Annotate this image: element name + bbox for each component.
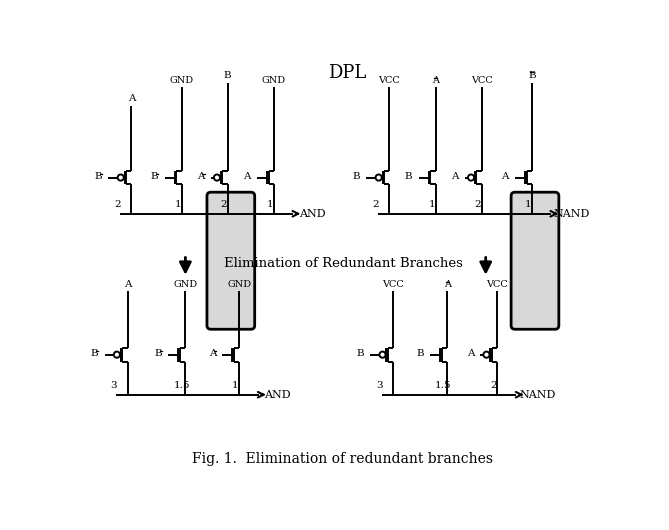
Text: VCC: VCC [383, 280, 404, 289]
Text: 3: 3 [376, 381, 383, 390]
Text: A: A [197, 172, 205, 181]
Text: 1: 1 [428, 200, 435, 209]
Text: B: B [353, 172, 360, 181]
Text: 1: 1 [524, 200, 531, 209]
Text: GND: GND [227, 280, 252, 289]
Text: NAND: NAND [519, 390, 555, 400]
Circle shape [484, 351, 490, 358]
Text: VCC: VCC [471, 76, 493, 85]
Circle shape [214, 174, 220, 181]
Text: DPL: DPL [328, 64, 366, 82]
Text: NAND: NAND [554, 209, 590, 219]
FancyBboxPatch shape [207, 192, 255, 329]
Text: B: B [91, 349, 98, 358]
Text: B: B [405, 172, 413, 181]
Text: A: A [432, 76, 439, 85]
Text: VCC: VCC [379, 76, 400, 85]
Text: A: A [128, 94, 135, 103]
Text: 2: 2 [475, 200, 481, 209]
Text: 1: 1 [232, 381, 239, 390]
Text: 2: 2 [114, 200, 121, 209]
Text: 1.5: 1.5 [173, 381, 190, 390]
Text: A: A [124, 280, 131, 289]
Text: B: B [155, 349, 163, 358]
Text: GND: GND [169, 76, 193, 85]
Circle shape [118, 174, 124, 181]
Circle shape [468, 174, 474, 181]
Text: GND: GND [262, 76, 286, 85]
Text: 2: 2 [372, 200, 379, 209]
Text: AND: AND [264, 390, 291, 400]
Text: 1.5: 1.5 [435, 381, 452, 390]
Text: Elimination of Redundant Branches: Elimination of Redundant Branches [224, 257, 463, 270]
Text: A: A [501, 172, 509, 181]
Text: B: B [357, 349, 364, 358]
FancyBboxPatch shape [511, 192, 559, 329]
Circle shape [375, 174, 382, 181]
Text: A: A [452, 172, 459, 181]
Text: 1: 1 [267, 200, 274, 209]
Text: 2: 2 [221, 200, 227, 209]
Text: B: B [224, 70, 231, 80]
Text: B: B [94, 172, 102, 181]
Text: AND: AND [299, 209, 326, 219]
Text: GND: GND [173, 280, 197, 289]
Circle shape [114, 351, 120, 358]
Text: B: B [528, 70, 536, 80]
Text: A: A [244, 172, 251, 181]
Text: A: A [209, 349, 216, 358]
Text: 2: 2 [490, 381, 496, 390]
Text: A: A [467, 349, 474, 358]
Text: B: B [417, 349, 424, 358]
Text: Fig. 1.  Elimination of redundant branches: Fig. 1. Elimination of redundant branche… [192, 452, 493, 466]
Text: VCC: VCC [486, 280, 508, 289]
Text: 3: 3 [110, 381, 117, 390]
Text: B: B [151, 172, 159, 181]
Circle shape [379, 351, 385, 358]
Text: 1: 1 [175, 200, 181, 209]
Text: A: A [444, 280, 451, 289]
